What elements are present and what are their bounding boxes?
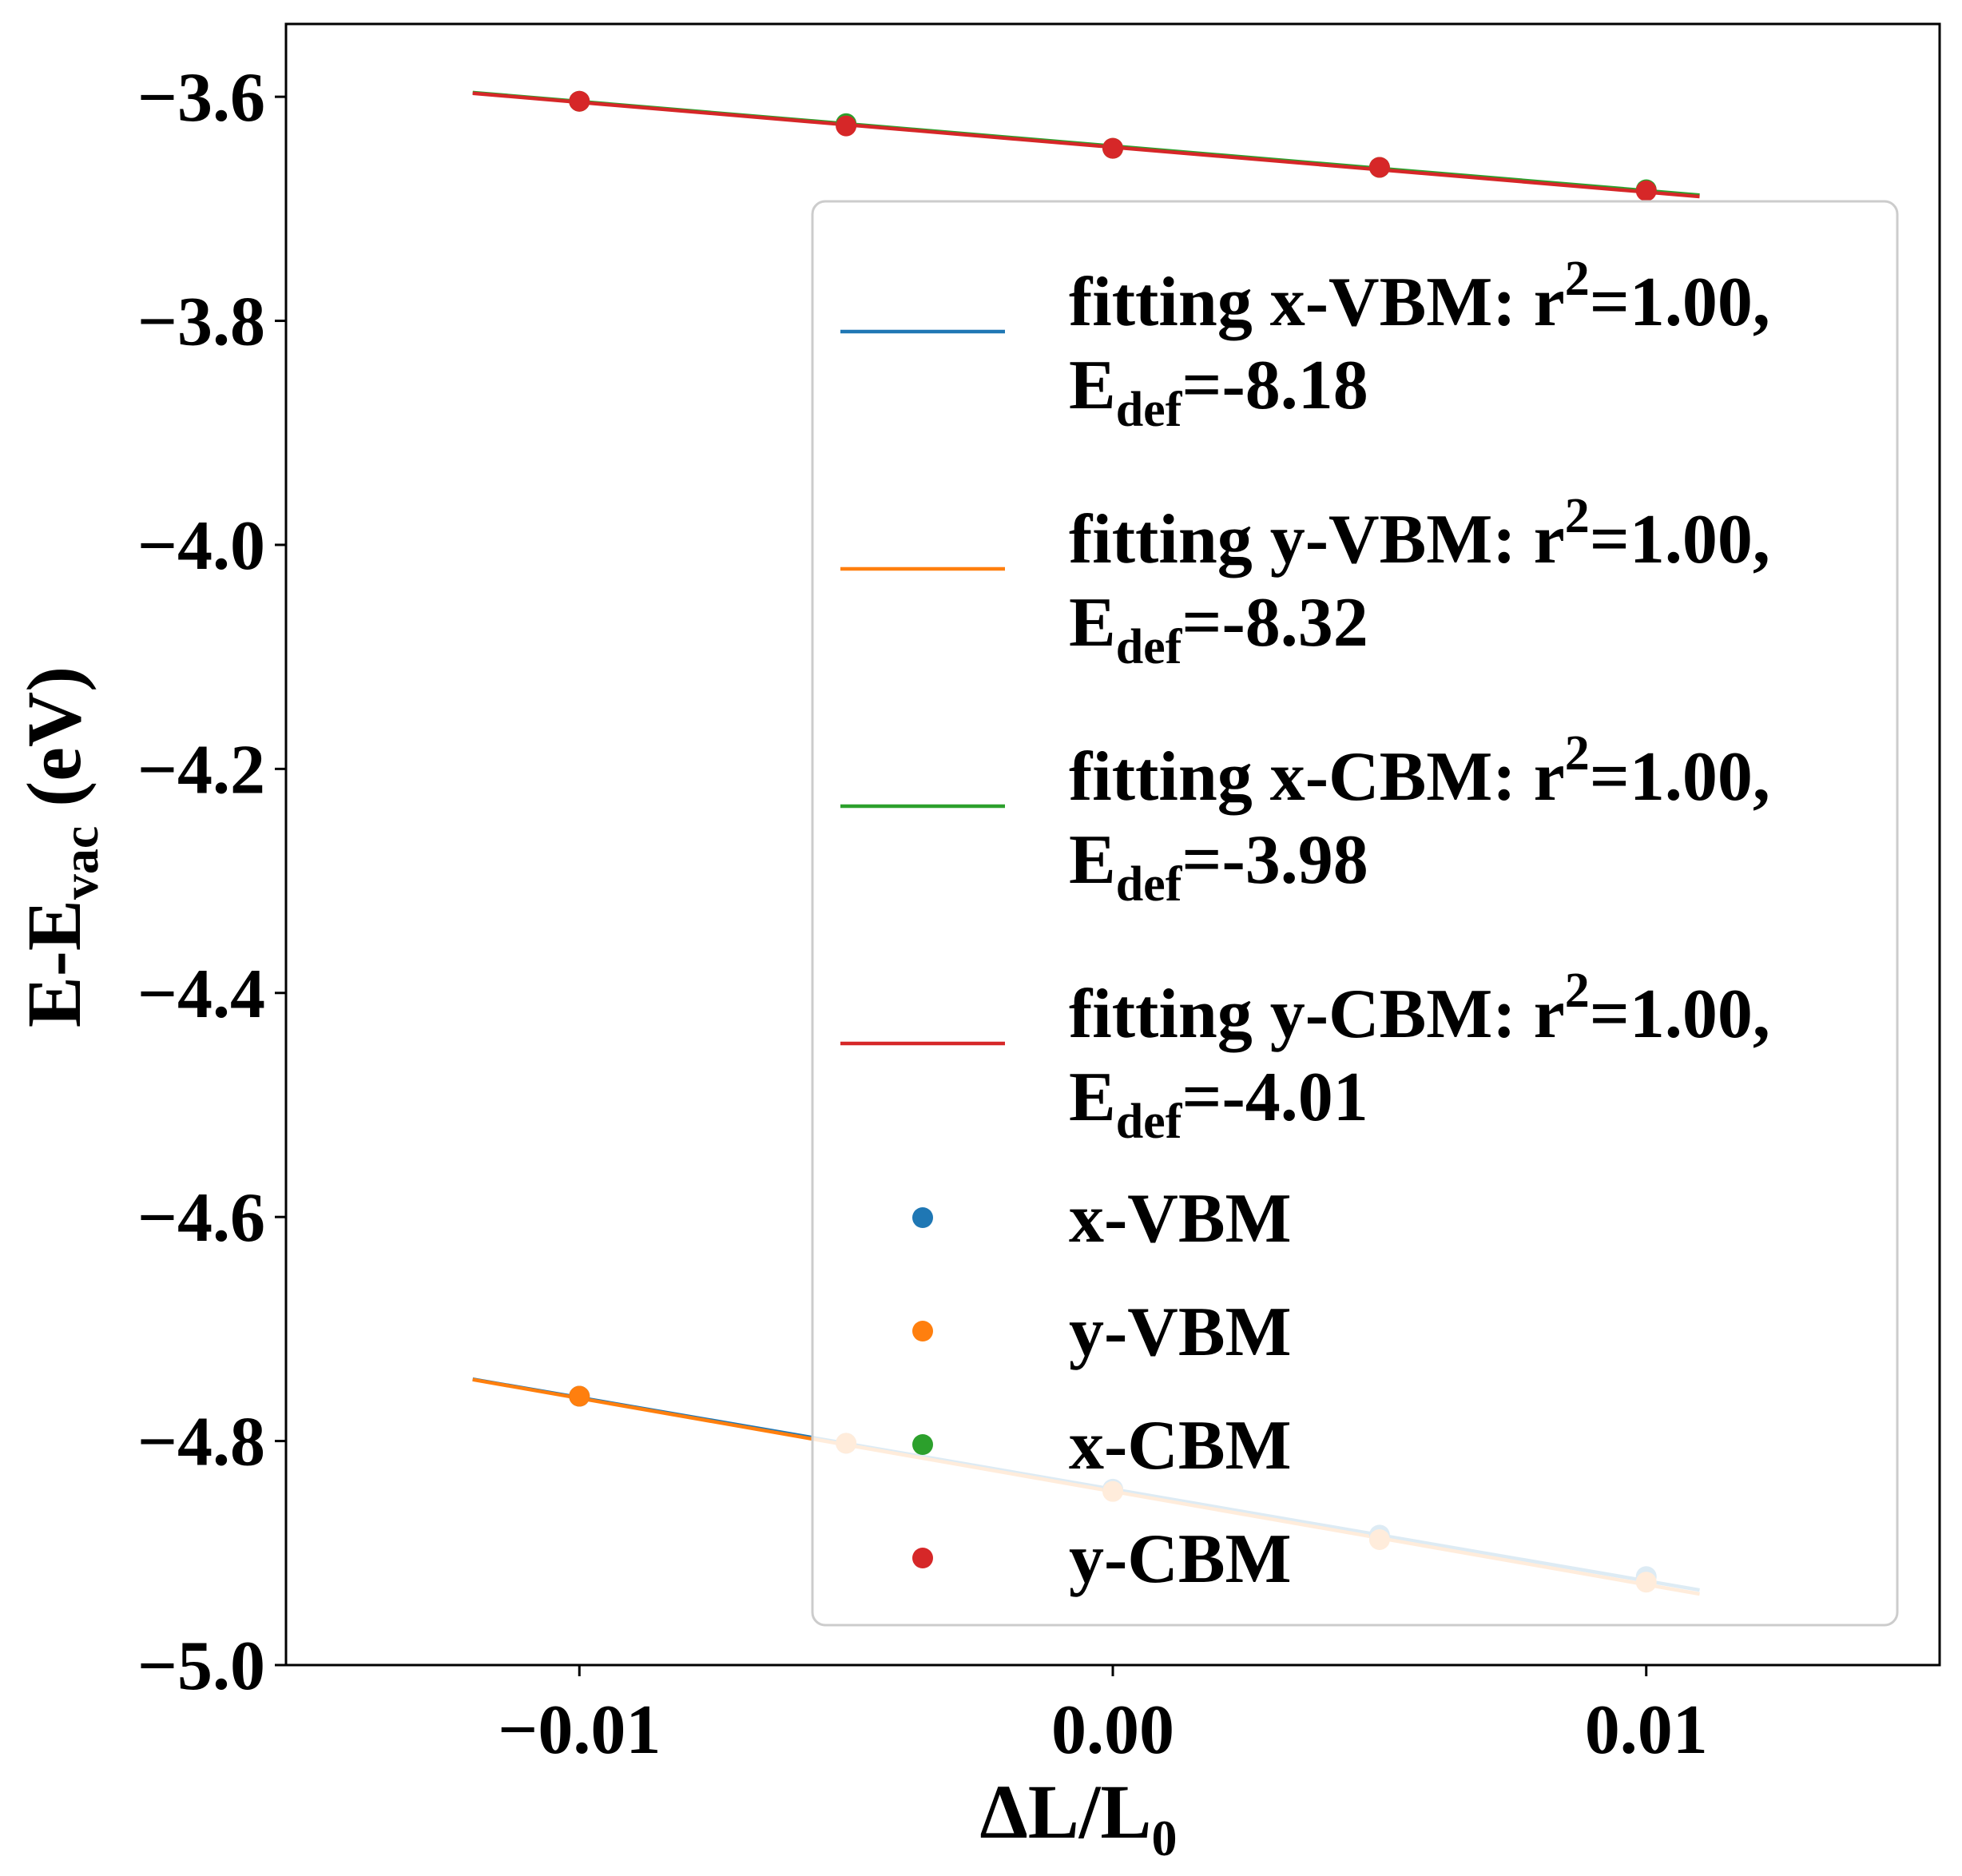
x-axis-label-main: ΔL/L [980,1769,1152,1854]
legend-marker-y-VBM [912,1321,933,1341]
legend-edef-x-CBM: Edef=-3.98 [1069,821,1368,912]
legend-label-x-CBM: x-CBM [1069,1407,1292,1485]
y-axis-label-sub: vac [52,826,109,900]
legend-label-y-CBM: y-CBM [1069,1520,1292,1598]
point-y-CBM [1635,180,1657,201]
point-y-CBM [1102,137,1123,159]
y-tick-label: −4.0 [137,507,265,585]
legend-marker-y-CBM [912,1548,933,1568]
y-tick-label: −4.4 [137,956,265,1033]
x-tick-label: 0.00 [1051,1691,1174,1769]
legend-box [811,200,1899,1627]
legend-label-fit-x-VBM: fitting x-VBM: r2=1.00, [1069,252,1770,341]
y-tick-label: −4.2 [137,731,265,809]
axis-ticks: −0.01 0.00 0.01 −3.6 −3.8 −4.0 −4.2 −4.4 −4.6 −4.… [137,59,1708,1769]
legend: fitting x-VBM: r2=1.00,Edef=-8.18 fitting… [811,200,1899,1627]
legend-marker-x-CBM [912,1434,933,1455]
legend-edef-x-VBM: Edef=-8.18 [1069,347,1368,437]
y-axis-label-unit: (eV) [11,666,97,826]
legend-label-fit-x-CBM: fitting x-CBM: r2=1.00, [1069,726,1770,816]
fit-line-y-CBM [472,91,1700,199]
point-y-CBM [1368,157,1390,178]
y-tick-label: −4.6 [137,1179,265,1257]
legend-marker-x-VBM [912,1207,933,1228]
x-tick-label: 0.01 [1585,1691,1708,1769]
x-axis-label: ΔL/L0 [980,1769,1178,1866]
legend-label-fit-y-CBM: fitting y-CBM: r2=1.00, [1069,964,1770,1053]
y-tick-label: −3.8 [137,284,265,361]
legend-label-x-VBM: x-VBM [1069,1180,1292,1258]
point-y-CBM [836,115,857,137]
x-axis-label-sub: 0 [1151,1810,1177,1866]
y-axis-label: E-Evac (eV) [11,666,109,1027]
point-y-VBM [569,1385,590,1407]
y-tick-label: −3.6 [137,59,265,137]
y-tick-label: −5.0 [137,1628,265,1705]
point-y-CBM [569,90,590,112]
y-axis-label-main: E-E [11,900,97,1027]
legend-label-fit-y-VBM: fitting y-VBM: r2=1.00, [1069,489,1770,578]
legend-label-y-VBM: y-VBM [1069,1294,1292,1371]
x-tick-label: −0.01 [498,1691,661,1769]
y-tick-label: −4.8 [137,1404,265,1481]
legend-edef-y-CBM: Edef=-4.01 [1069,1059,1368,1149]
legend-edef-y-VBM: Edef=-8.32 [1069,584,1368,674]
